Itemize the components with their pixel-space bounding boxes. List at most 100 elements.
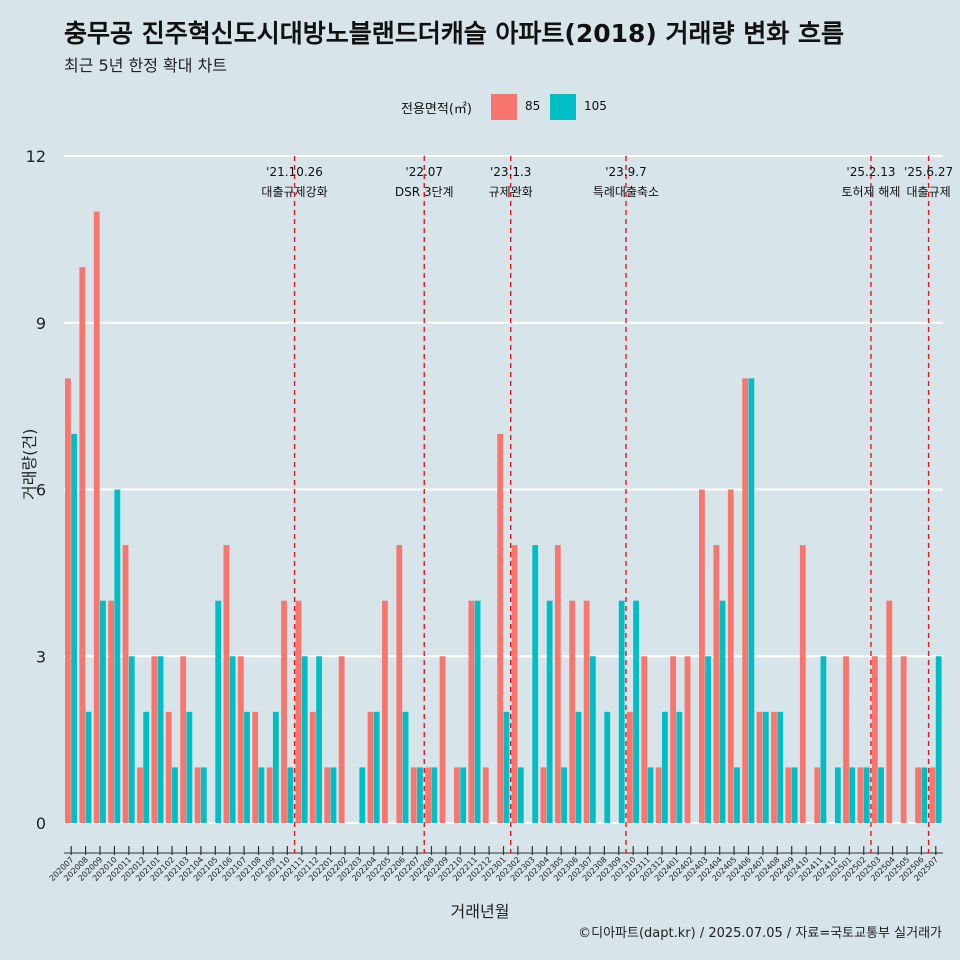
bar-105 bbox=[647, 767, 654, 823]
bar-105 bbox=[431, 767, 438, 823]
bar-85 bbox=[900, 656, 907, 823]
bar-105 bbox=[157, 656, 164, 823]
bar-85 bbox=[915, 767, 921, 823]
bar-105 bbox=[258, 767, 265, 823]
bar-105 bbox=[474, 600, 481, 823]
bar-85 bbox=[843, 656, 849, 823]
bar-105 bbox=[921, 767, 928, 823]
bar-105 bbox=[316, 656, 322, 823]
bar-85 bbox=[540, 767, 547, 823]
bar-105 bbox=[878, 767, 884, 823]
bar-105 bbox=[373, 711, 380, 823]
bar-85 bbox=[223, 545, 230, 823]
bar-85 bbox=[670, 656, 677, 823]
bar-105 bbox=[791, 767, 798, 823]
bar-105 bbox=[734, 767, 740, 823]
bar-85 bbox=[410, 767, 417, 823]
bar-85 bbox=[756, 711, 763, 823]
y-tick-label: 0 bbox=[36, 814, 46, 833]
event-label: 특례대출축소 bbox=[593, 185, 659, 199]
bar-105 bbox=[834, 767, 841, 823]
event-date: '21.10.26 bbox=[266, 165, 323, 179]
bar-105 bbox=[460, 767, 467, 823]
bar-85 bbox=[108, 600, 115, 823]
legend-swatch-105 bbox=[550, 94, 576, 120]
bar-85 bbox=[799, 545, 806, 823]
bar-85 bbox=[785, 767, 792, 823]
y-tick-label: 3 bbox=[36, 647, 46, 666]
bar-85 bbox=[439, 656, 446, 823]
bar-105 bbox=[762, 711, 769, 823]
legend-swatch-85 bbox=[491, 94, 517, 120]
event-date: '25.2.13 bbox=[846, 165, 895, 179]
bar-85 bbox=[79, 267, 86, 824]
bar-105 bbox=[561, 767, 567, 823]
bar-105 bbox=[777, 711, 784, 823]
bar-105 bbox=[128, 656, 135, 823]
bar-105 bbox=[186, 711, 193, 823]
bar-85 bbox=[295, 600, 302, 823]
bar-105 bbox=[417, 767, 423, 823]
event-date: '23.9.7 bbox=[605, 165, 646, 179]
bar-105 bbox=[85, 711, 92, 823]
y-tick-label: 9 bbox=[36, 314, 46, 333]
legend-label-105: 105 bbox=[584, 99, 607, 113]
bar-85 bbox=[771, 711, 777, 823]
bar-105 bbox=[575, 711, 582, 823]
bar-105 bbox=[301, 656, 308, 823]
event-label: 대출규제 bbox=[907, 185, 951, 199]
bar-85 bbox=[497, 433, 504, 823]
bar-105 bbox=[705, 656, 712, 823]
legend-label-85: 85 bbox=[525, 99, 541, 113]
bar-85 bbox=[569, 600, 576, 823]
legend-title: 전용면적(㎡) bbox=[401, 102, 472, 117]
bar-85 bbox=[324, 767, 331, 823]
bar-85 bbox=[266, 767, 273, 823]
event-label: 토허제 해제 bbox=[841, 185, 900, 199]
bar-85 bbox=[165, 711, 172, 823]
bar-85 bbox=[511, 545, 518, 823]
bar-85 bbox=[699, 489, 705, 823]
x-axis-label: 거래년월 bbox=[450, 902, 510, 921]
bar-105 bbox=[287, 767, 294, 823]
event-label: 대출규제강화 bbox=[261, 185, 327, 199]
bar-105 bbox=[272, 711, 279, 823]
bar-85 bbox=[727, 489, 734, 823]
bar-85 bbox=[468, 600, 475, 823]
bar-85 bbox=[713, 545, 720, 823]
bar-105 bbox=[114, 489, 121, 823]
bar-85 bbox=[554, 545, 561, 823]
y-tick-label: 6 bbox=[36, 481, 46, 500]
bar-85 bbox=[871, 656, 878, 823]
bar-105 bbox=[71, 433, 78, 823]
bar-85 bbox=[382, 600, 388, 823]
bar-85 bbox=[626, 711, 633, 823]
bar-105 bbox=[532, 545, 539, 823]
bar-105 bbox=[229, 656, 236, 823]
bar-85 bbox=[137, 767, 143, 823]
bar-85 bbox=[814, 767, 821, 823]
legend: 전용면적(㎡) 85 105 bbox=[0, 92, 960, 122]
bar-105 bbox=[633, 600, 639, 823]
event-label: 규제완화 bbox=[489, 185, 533, 199]
bar-105 bbox=[503, 711, 510, 823]
bar-105 bbox=[517, 767, 524, 823]
bar-105 bbox=[172, 767, 178, 823]
chart-subtitle: 최근 5년 한정 확대 차트 bbox=[64, 56, 228, 75]
bar-105 bbox=[820, 656, 827, 823]
chart-title: 충무공 진주혁신도시대방노블랜드더캐슬 아파트(2018) 거래량 변화 흐름 bbox=[64, 19, 844, 48]
bar-105 bbox=[143, 711, 150, 823]
bar-85 bbox=[122, 545, 129, 823]
bar-105 bbox=[546, 600, 553, 823]
bar-85 bbox=[281, 600, 287, 823]
bar-105 bbox=[618, 600, 625, 823]
bar-105 bbox=[676, 711, 683, 823]
bar-85 bbox=[309, 711, 316, 823]
bar-85 bbox=[684, 656, 691, 823]
bar-105 bbox=[402, 711, 409, 823]
bar-85 bbox=[641, 656, 648, 823]
bar-105 bbox=[215, 600, 222, 823]
bar-105 bbox=[100, 600, 106, 823]
bar-105 bbox=[330, 767, 337, 823]
bar-85 bbox=[338, 656, 345, 823]
